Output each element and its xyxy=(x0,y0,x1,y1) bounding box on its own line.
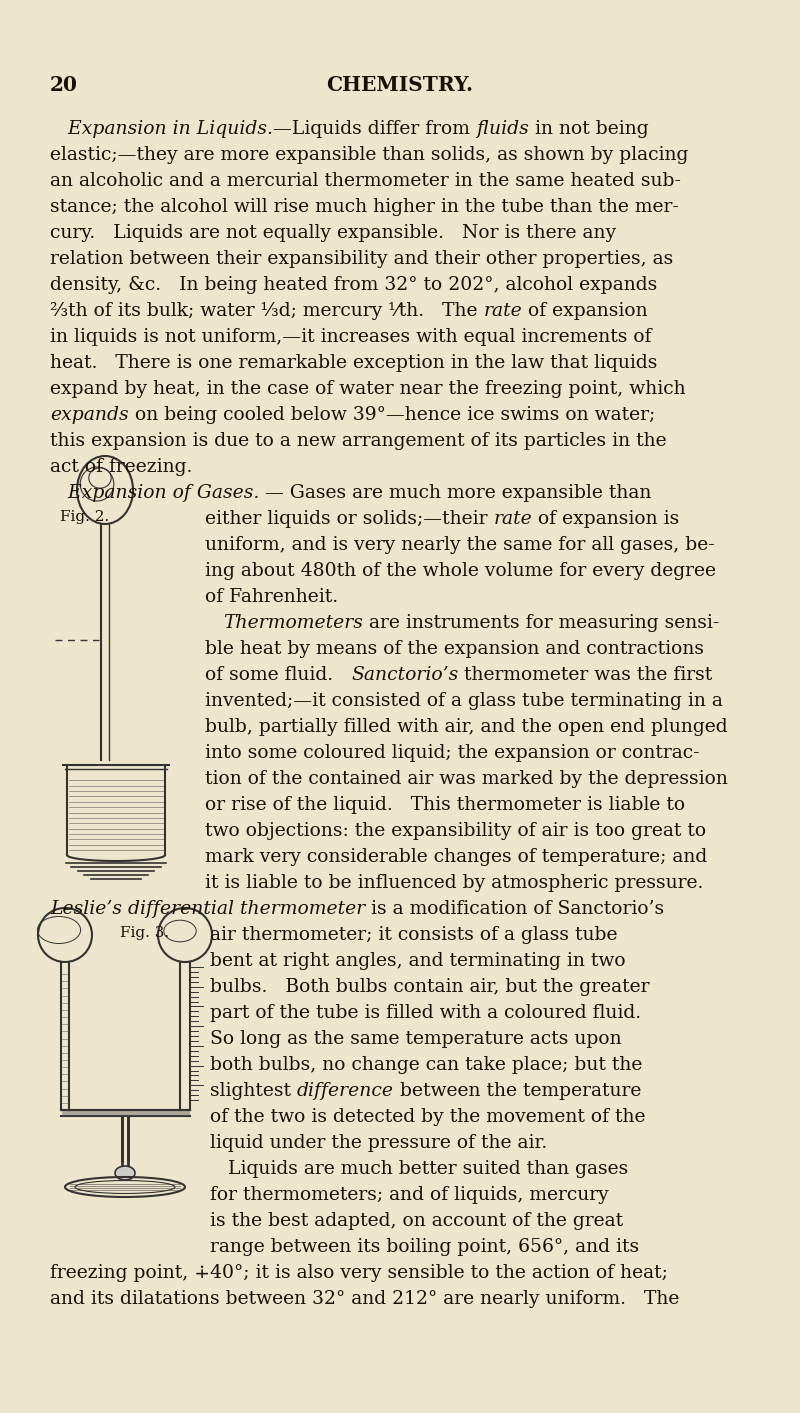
Text: Thermometers: Thermometers xyxy=(223,615,363,632)
Text: CHEMISTRY.: CHEMISTRY. xyxy=(326,75,474,95)
Text: of expansion is: of expansion is xyxy=(532,510,679,528)
Text: difference: difference xyxy=(297,1082,394,1099)
Text: rate: rate xyxy=(483,302,522,319)
Text: in liquids is not uniform,—it increases with equal increments of: in liquids is not uniform,—it increases … xyxy=(50,328,651,346)
Text: 20: 20 xyxy=(50,75,78,95)
Text: expand by heat, in the case of water near the freezing point, which: expand by heat, in the case of water nea… xyxy=(50,380,686,398)
Text: ing about 480th of the whole volume for every degree: ing about 480th of the whole volume for … xyxy=(205,562,716,579)
Text: Expansion in Liquids.: Expansion in Liquids. xyxy=(50,120,273,138)
Text: act of freezing.: act of freezing. xyxy=(50,458,192,476)
Text: slightest: slightest xyxy=(210,1082,297,1099)
Text: part of the tube is filled with a coloured fluid.: part of the tube is filled with a colour… xyxy=(210,1005,641,1022)
Text: either liquids or solids;—their: either liquids or solids;—their xyxy=(205,510,494,528)
Text: fluids: fluids xyxy=(476,120,529,138)
Text: range between its boiling point, 656°, and its: range between its boiling point, 656°, a… xyxy=(210,1238,639,1256)
Text: both bulbs, no change can take place; but the: both bulbs, no change can take place; bu… xyxy=(210,1056,642,1074)
Text: mark very considerable changes of temperature; and: mark very considerable changes of temper… xyxy=(205,848,707,866)
Text: of Fahrenheit.: of Fahrenheit. xyxy=(205,588,338,606)
Text: Fig. 2.: Fig. 2. xyxy=(60,510,110,524)
Text: Sanctorio’s: Sanctorio’s xyxy=(351,666,458,684)
Text: expands: expands xyxy=(50,406,129,424)
Text: for thermometers; and of liquids, mercury: for thermometers; and of liquids, mercur… xyxy=(210,1186,609,1204)
Text: bent at right angles, and terminating in two: bent at right angles, and terminating in… xyxy=(210,952,626,969)
Text: ⅔th of its bulk; water ⅓d; mercury ⅟th.   The: ⅔th of its bulk; water ⅓d; mercury ⅟th. … xyxy=(50,302,483,319)
Text: of the two is detected by the movement of the: of the two is detected by the movement o… xyxy=(210,1108,646,1126)
Text: Liquids are much better suited than gases: Liquids are much better suited than gase… xyxy=(210,1160,628,1178)
Text: air thermometer; it consists of a glass tube: air thermometer; it consists of a glass … xyxy=(210,926,618,944)
Text: on being cooled below 39°—hence ice swims on water;: on being cooled below 39°—hence ice swim… xyxy=(129,406,655,424)
Text: into some coloured liquid; the expansion or contrac-: into some coloured liquid; the expansion… xyxy=(205,745,700,762)
Text: cury.   Liquids are not equally expansible.   Nor is there any: cury. Liquids are not equally expansible… xyxy=(50,225,616,242)
Text: —Liquids differ from: —Liquids differ from xyxy=(273,120,476,138)
Text: density, &c.   In being heated from 32° to 202°, alcohol expands: density, &c. In being heated from 32° to… xyxy=(50,276,658,294)
Text: invented;—it consisted of a glass tube terminating in a: invented;—it consisted of a glass tube t… xyxy=(205,692,723,709)
Text: of some fluid.: of some fluid. xyxy=(205,666,351,684)
Text: stance; the alcohol will rise much higher in the tube than the mer-: stance; the alcohol will rise much highe… xyxy=(50,198,679,216)
Text: Fig. 3.: Fig. 3. xyxy=(120,926,169,940)
Text: this expansion is due to a new arrangement of its particles in the: this expansion is due to a new arrangeme… xyxy=(50,432,666,449)
Text: thermometer was the first: thermometer was the first xyxy=(458,666,713,684)
Text: of expansion: of expansion xyxy=(522,302,648,319)
Text: is a modification of Sanctorio’s: is a modification of Sanctorio’s xyxy=(366,900,664,918)
Text: heat.   There is one remarkable exception in the law that liquids: heat. There is one remarkable exception … xyxy=(50,355,658,372)
Text: Leslie’s differential thermometer: Leslie’s differential thermometer xyxy=(50,900,366,918)
Text: in not being: in not being xyxy=(529,120,648,138)
Text: or rise of the liquid.   This thermometer is liable to: or rise of the liquid. This thermometer … xyxy=(205,796,685,814)
Text: tion of the contained air was marked by the depression: tion of the contained air was marked by … xyxy=(205,770,728,788)
Text: Expansion of Gases.: Expansion of Gases. xyxy=(50,485,259,502)
Text: and its dilatations between 32° and 212° are nearly uniform.   The: and its dilatations between 32° and 212°… xyxy=(50,1290,679,1308)
Text: relation between their expansibility and their other properties, as: relation between their expansibility and… xyxy=(50,250,674,268)
Text: is the best adapted, on account of the great: is the best adapted, on account of the g… xyxy=(210,1212,623,1229)
Text: elastic;—they are more expansible than solids, as shown by placing: elastic;—they are more expansible than s… xyxy=(50,146,688,164)
Text: bulb, partially filled with air, and the open end plunged: bulb, partially filled with air, and the… xyxy=(205,718,728,736)
Text: liquid under the pressure of the air.: liquid under the pressure of the air. xyxy=(210,1135,547,1152)
Text: an alcoholic and a mercurial thermometer in the same heated sub-: an alcoholic and a mercurial thermometer… xyxy=(50,172,681,189)
Text: ble heat by means of the expansion and contractions: ble heat by means of the expansion and c… xyxy=(205,640,704,658)
Text: uniform, and is very nearly the same for all gases, be-: uniform, and is very nearly the same for… xyxy=(205,536,714,554)
Ellipse shape xyxy=(115,1166,135,1180)
Text: are instruments for measuring sensi-: are instruments for measuring sensi- xyxy=(363,615,719,632)
Text: rate: rate xyxy=(494,510,532,528)
Text: between the temperature: between the temperature xyxy=(394,1082,642,1099)
Text: freezing point, ∔40°; it is also very sensible to the action of heat;: freezing point, ∔40°; it is also very se… xyxy=(50,1265,668,1282)
Text: So long as the same temperature acts upon: So long as the same temperature acts upo… xyxy=(210,1030,622,1048)
Text: — Gases are much more expansible than: — Gases are much more expansible than xyxy=(259,485,652,502)
Text: it is liable to be influenced by atmospheric pressure.: it is liable to be influenced by atmosph… xyxy=(205,875,703,892)
Text: two objections: the expansibility of air is too great to: two objections: the expansibility of air… xyxy=(205,822,706,839)
Text: bulbs.   Both bulbs contain air, but the greater: bulbs. Both bulbs contain air, but the g… xyxy=(210,978,650,996)
